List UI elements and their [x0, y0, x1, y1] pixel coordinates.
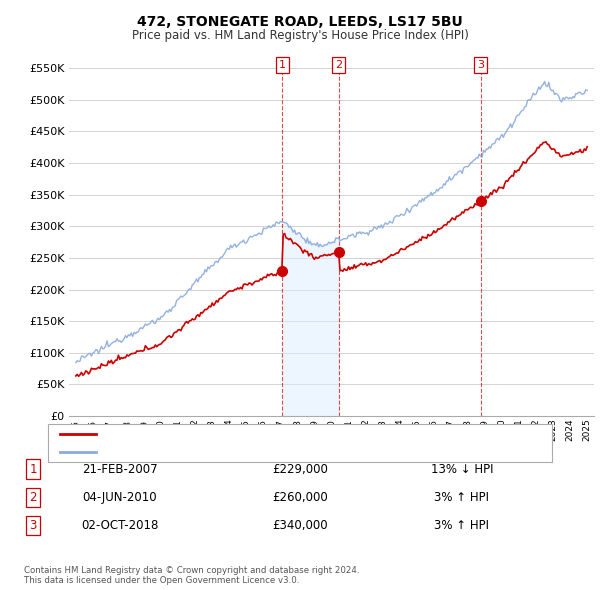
Text: 3: 3	[477, 60, 484, 70]
Text: £229,000: £229,000	[272, 463, 328, 476]
Text: 2: 2	[29, 491, 37, 504]
Text: 21-FEB-2007: 21-FEB-2007	[82, 463, 158, 476]
Text: Contains HM Land Registry data © Crown copyright and database right 2024.
This d: Contains HM Land Registry data © Crown c…	[24, 566, 359, 585]
Text: HPI: Average price, detached house, Leeds: HPI: Average price, detached house, Leed…	[102, 447, 325, 457]
Text: £340,000: £340,000	[272, 519, 328, 532]
Text: 472, STONEGATE ROAD, LEEDS, LS17 5BU (detached house): 472, STONEGATE ROAD, LEEDS, LS17 5BU (de…	[102, 430, 416, 439]
Text: £260,000: £260,000	[272, 491, 328, 504]
Text: 1: 1	[279, 60, 286, 70]
Text: 3: 3	[29, 519, 37, 532]
Text: 02-OCT-2018: 02-OCT-2018	[82, 519, 158, 532]
Text: 3% ↑ HPI: 3% ↑ HPI	[434, 491, 490, 504]
Text: 2: 2	[335, 60, 342, 70]
Text: 1: 1	[29, 463, 37, 476]
Text: 3% ↑ HPI: 3% ↑ HPI	[434, 519, 490, 532]
Text: 472, STONEGATE ROAD, LEEDS, LS17 5BU: 472, STONEGATE ROAD, LEEDS, LS17 5BU	[137, 15, 463, 29]
Text: 04-JUN-2010: 04-JUN-2010	[83, 491, 157, 504]
Text: Price paid vs. HM Land Registry's House Price Index (HPI): Price paid vs. HM Land Registry's House …	[131, 30, 469, 42]
Text: 13% ↓ HPI: 13% ↓ HPI	[431, 463, 493, 476]
